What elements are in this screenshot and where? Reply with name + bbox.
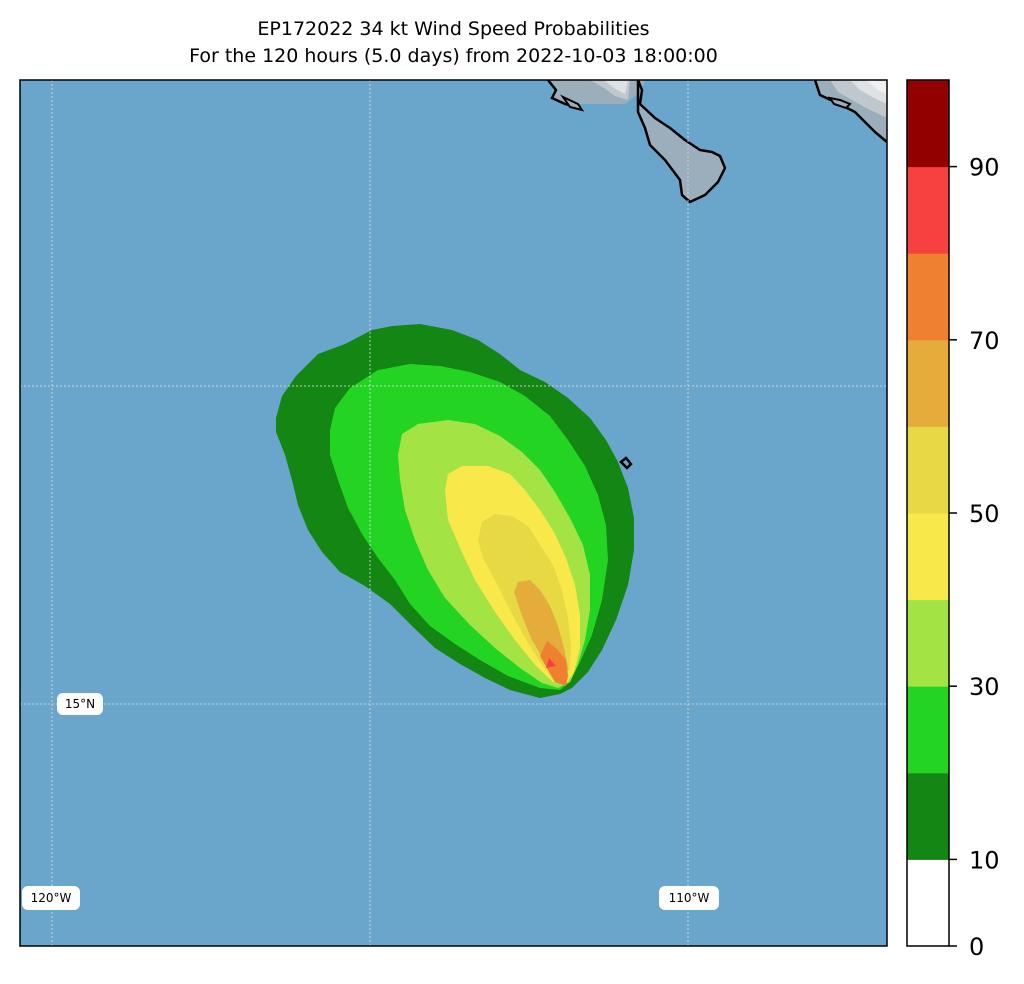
map-panel[interactable]: 15°N 120°W 110°W [20,80,887,946]
land-mainland [813,80,887,143]
gridline-label-120w: 120°W [22,886,80,910]
contour-80 [546,658,556,668]
colorbar-tick-label: 70 [969,327,1000,355]
colorbar-band-90 [907,80,949,168]
chart-title: EP172022 34 kt Wind Speed Probabilities [257,18,650,40]
chart-subtitle: For the 120 hours (5.0 days) from 2022-1… [189,45,718,67]
colorbar-band-80 [907,166,949,254]
gridline-label-110w: 110°W [659,886,719,910]
colorbar-tick-label: 10 [969,846,1000,874]
colorbar-band-50 [907,426,949,514]
contour-70 [540,641,568,686]
svg-text:120°W: 120°W [31,891,72,905]
colorbar-band-10 [907,772,949,860]
colorbar-tick-label: 50 [969,500,1000,528]
colorbar-band-0 [907,859,949,947]
map-frame [19,79,888,947]
gridlines [20,80,887,946]
colorbar-band-70 [907,253,949,341]
colorbar-tick-label: 90 [969,154,1000,182]
gridline-label-15n: 15°N [57,693,103,715]
colorbar-band-30 [907,599,949,687]
island [619,456,633,470]
colorbar-tick-label: 0 [969,933,984,961]
colorbar-band-40 [907,513,949,601]
svg-text:110°W: 110°W [669,891,710,905]
colorbar-band-60 [907,339,949,427]
colorbar-tick-label: 30 [969,673,1000,701]
land-baja [547,80,727,204]
svg-text:15°N: 15°N [65,697,95,711]
colorbar: 0 10 30 50 70 90 [906,79,1000,961]
probability-contours [276,324,634,698]
colorbar-band-20 [907,686,949,774]
